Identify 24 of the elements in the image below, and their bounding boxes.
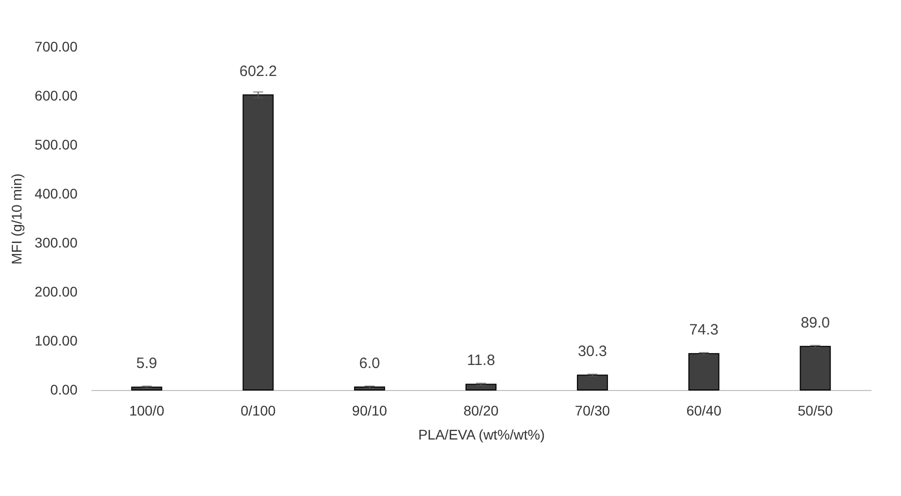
data-label: 30.3 [578,343,608,360]
y-tick-label: 200.00 [34,284,78,300]
x-tick-label: 50/50 [798,402,834,418]
y-tick-label: 400.00 [34,186,78,202]
y-tick-label: 600.00 [34,88,78,104]
y-tick-label: 0.00 [50,382,78,398]
y-tick-label: 700.00 [34,38,78,54]
data-label: 74.3 [689,322,718,339]
y-axis-title: MFI (g/10 min) [8,173,25,265]
y-tick-label: 300.00 [34,234,78,250]
x-tick-label: 90/10 [352,402,388,418]
y-tick-label: 100.00 [34,332,78,348]
x-tick-label: 80/20 [463,402,499,418]
data-label: 6.0 [359,355,380,372]
data-label: 11.8 [466,352,496,370]
x-tick-label: 100/0 [129,402,164,418]
x-tick-label: 60/40 [686,402,722,418]
y-tick-label: 500.00 [34,136,78,152]
x-tick-label: 70/30 [574,402,610,418]
x-tick-label: 0/100 [240,402,276,418]
data-label: 89.0 [800,314,830,332]
data-label: 5.9 [136,355,158,372]
x-axis-title: PLA/EVA (wt%/wt%) [418,426,545,442]
data-label: 602.2 [239,62,277,80]
